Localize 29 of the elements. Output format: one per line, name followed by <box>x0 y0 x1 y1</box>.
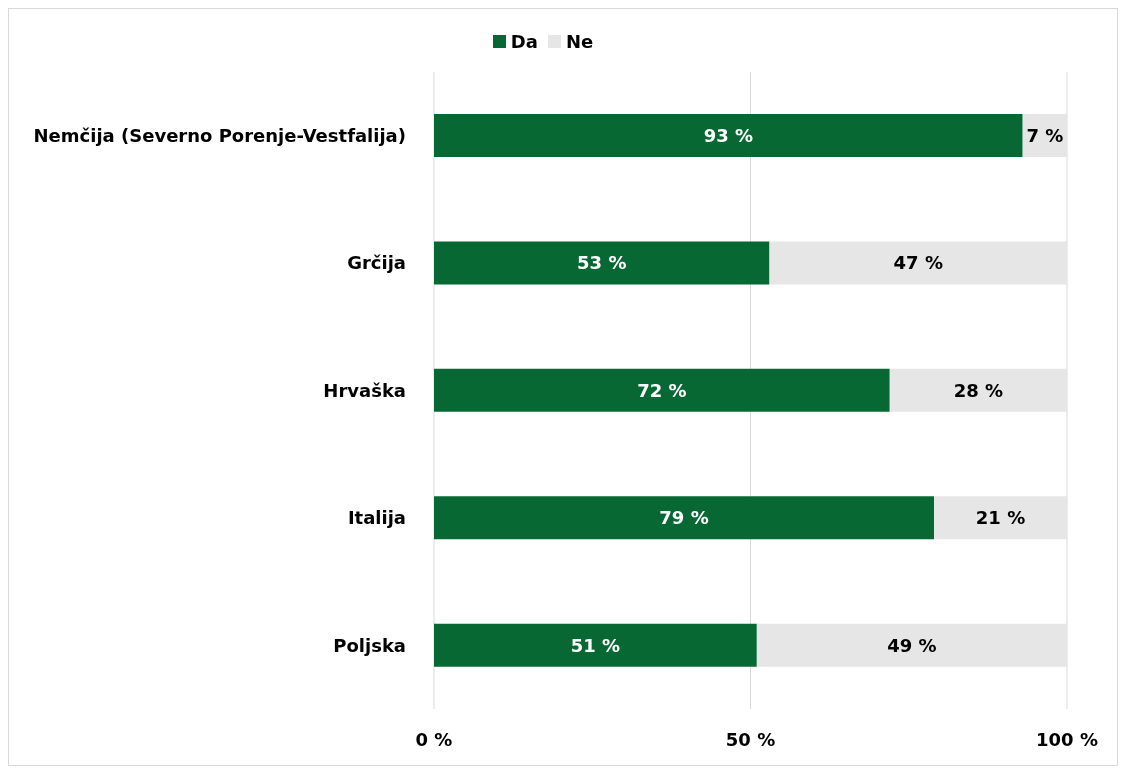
y-tick-label: Hrvaška <box>323 379 406 401</box>
data-label: 72 % <box>637 379 687 401</box>
data-label: 47 % <box>893 252 943 274</box>
data-label: 28 % <box>953 379 1004 401</box>
bar <box>434 114 1023 158</box>
bar <box>756 623 1067 667</box>
x-tick-label: 100 % <box>1036 728 1098 750</box>
data-label: 21 % <box>975 507 1026 529</box>
data-label: 7 % <box>1026 125 1064 147</box>
y-tick-label: Grčija <box>347 252 406 274</box>
y-tick-label: Italija <box>347 507 406 529</box>
legend-label: Ne <box>565 31 594 52</box>
data-label: 53 % <box>577 252 627 274</box>
y-tick-label: Poljska <box>333 634 406 656</box>
data-label: 49 % <box>887 634 937 656</box>
bar <box>769 241 1067 285</box>
bar <box>434 241 770 285</box>
bar <box>434 496 935 540</box>
y-tick-label: Nemčija (Severno Porenje-Vestfalija) <box>33 125 406 147</box>
x-tick-label: 0 % <box>415 728 453 750</box>
data-label: 51 % <box>570 634 621 656</box>
bar <box>889 368 1067 412</box>
bar <box>434 368 890 412</box>
bar <box>434 623 757 667</box>
legend-label: Da <box>510 31 538 52</box>
bar <box>934 496 1067 540</box>
data-label: 93 % <box>703 125 754 147</box>
data-label: 79 % <box>659 507 709 529</box>
x-tick-label: 50 % <box>725 728 776 750</box>
